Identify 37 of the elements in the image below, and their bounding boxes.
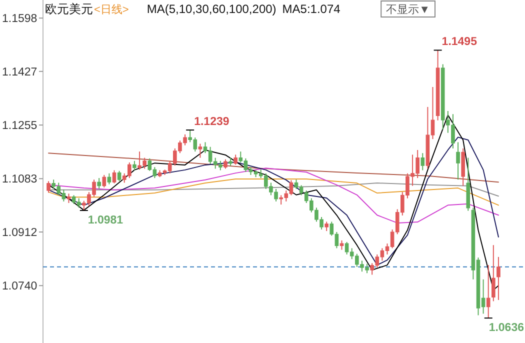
- candlestick: [132, 160, 136, 171]
- y-tick-label: 1.0740: [2, 280, 38, 293]
- y-tick-label: 1.1083: [2, 174, 38, 186]
- chart-title: 欧元美元: [45, 2, 93, 16]
- candlestick: [492, 244, 496, 302]
- annotation: MA5:1.074: [282, 2, 341, 16]
- annotation: 1.1495: [442, 36, 478, 48]
- y-tick-label: 1.1255: [2, 120, 38, 132]
- candlestick: [46, 180, 50, 194]
- candlestick: [486, 264, 490, 319]
- candlestick: [324, 221, 328, 232]
- candlestick: [234, 154, 238, 166]
- chart-subtitle: <日线>: [94, 3, 129, 16]
- candlestick: [112, 170, 116, 184]
- candlestick: [340, 240, 344, 250]
- annotation: 1.0981: [88, 214, 124, 226]
- annotation: 1.0636: [488, 322, 524, 334]
- line-series: [48, 136, 499, 266]
- y-tick-label: 1.1427: [2, 66, 38, 78]
- y-tick-label: 1.0912: [2, 226, 38, 239]
- candlestick: [107, 172, 112, 185]
- candlestick: [420, 152, 425, 171]
- line-series: [48, 178, 499, 206]
- line-series: [48, 182, 499, 197]
- candlestick: [496, 256, 500, 300]
- candlestick: [198, 143, 202, 158]
- annotation: MA(5,10,30,60,100,200): [146, 2, 276, 16]
- candlestick: [456, 142, 460, 180]
- candlestick: [224, 158, 228, 170]
- annotation: 不显示▼: [386, 4, 430, 16]
- y-tick-label: 1.1598: [2, 13, 38, 26]
- candlestick: [97, 178, 101, 190]
- candlestick: [102, 174, 106, 188]
- candlestick: [117, 170, 122, 182]
- line-series: [48, 152, 499, 183]
- annotation: 1.1239: [194, 116, 230, 128]
- candlestick: [66, 193, 71, 204]
